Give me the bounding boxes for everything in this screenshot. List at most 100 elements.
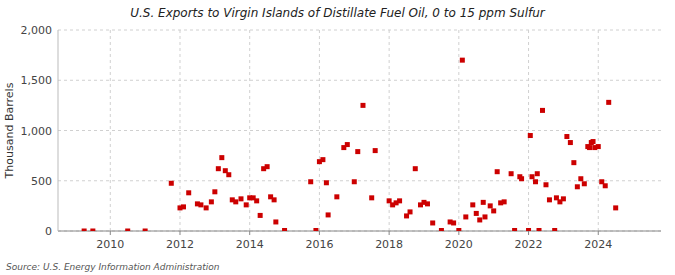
points bbox=[82, 58, 619, 231]
x-tick bbox=[179, 231, 180, 235]
chart: U.S. Exports to Virgin Islands of Distil… bbox=[0, 0, 675, 275]
x-grid-line bbox=[110, 30, 111, 231]
point bbox=[491, 208, 496, 213]
x-tick bbox=[458, 231, 459, 235]
point bbox=[526, 228, 531, 231]
point bbox=[226, 172, 231, 177]
y-axis-label: Thousand Barrels bbox=[3, 82, 16, 179]
point bbox=[352, 179, 357, 184]
y-axis-line bbox=[58, 30, 59, 231]
point bbox=[408, 209, 413, 214]
point bbox=[254, 198, 259, 203]
y-tick-label: 0 bbox=[45, 225, 52, 238]
x-tick-label: 2016 bbox=[305, 238, 333, 251]
point bbox=[456, 228, 461, 231]
point bbox=[474, 211, 479, 216]
x-grid-line bbox=[528, 30, 529, 231]
point bbox=[564, 134, 569, 139]
x-tick-label: 2018 bbox=[375, 238, 403, 251]
point bbox=[482, 214, 487, 219]
point bbox=[582, 181, 587, 186]
point bbox=[125, 229, 130, 232]
point bbox=[495, 169, 500, 174]
point bbox=[463, 214, 468, 219]
point bbox=[547, 197, 552, 202]
point bbox=[587, 145, 592, 150]
point bbox=[591, 139, 596, 144]
x-grid-line bbox=[598, 30, 599, 231]
x-tick bbox=[319, 231, 320, 235]
point bbox=[181, 204, 186, 209]
x-tick bbox=[598, 231, 599, 235]
grid bbox=[58, 30, 661, 231]
point bbox=[326, 212, 331, 217]
y-grid-line bbox=[58, 180, 661, 181]
x-grid-line bbox=[458, 30, 459, 231]
point bbox=[613, 205, 618, 210]
y-grid-line bbox=[58, 30, 661, 31]
x-tick-label: 2024 bbox=[584, 238, 612, 251]
point bbox=[369, 195, 374, 200]
x-grid-line bbox=[249, 30, 250, 231]
y-grid-line bbox=[58, 130, 661, 131]
point bbox=[561, 196, 566, 201]
point bbox=[571, 160, 576, 165]
point bbox=[397, 198, 402, 203]
y-tick-label: 2,000 bbox=[21, 24, 53, 37]
point bbox=[519, 176, 524, 181]
x-grid-line bbox=[319, 30, 320, 231]
point bbox=[481, 200, 486, 205]
x-tick bbox=[528, 231, 529, 235]
point bbox=[204, 205, 209, 210]
point bbox=[413, 166, 418, 171]
point bbox=[186, 190, 191, 195]
x-tick-label: 2020 bbox=[445, 238, 473, 251]
x-grid-line bbox=[179, 30, 180, 231]
x-tick bbox=[249, 231, 250, 235]
point bbox=[209, 199, 214, 204]
point bbox=[216, 166, 221, 171]
title: U.S. Exports to Virgin Islands of Distil… bbox=[130, 6, 546, 20]
point bbox=[430, 220, 435, 225]
x-tick-label: 2012 bbox=[166, 238, 194, 251]
point bbox=[512, 228, 517, 231]
y-tick-label: 1,500 bbox=[21, 74, 53, 87]
x-tick bbox=[110, 231, 111, 235]
point bbox=[509, 171, 514, 176]
point bbox=[477, 217, 482, 222]
point bbox=[272, 197, 277, 202]
point bbox=[143, 229, 148, 232]
point bbox=[244, 202, 249, 207]
point bbox=[273, 219, 278, 224]
point bbox=[578, 176, 583, 181]
axes: 05001,0001,5002,000201020122014201620182… bbox=[21, 24, 662, 251]
point bbox=[502, 199, 507, 204]
point bbox=[530, 174, 535, 179]
y-grid-line bbox=[58, 80, 661, 81]
point bbox=[535, 171, 540, 176]
point bbox=[82, 229, 87, 232]
point bbox=[355, 149, 360, 154]
point bbox=[540, 108, 545, 113]
point bbox=[238, 196, 243, 201]
point bbox=[320, 157, 325, 162]
point bbox=[282, 228, 287, 231]
point bbox=[373, 148, 378, 153]
point bbox=[360, 103, 365, 108]
point bbox=[198, 202, 203, 207]
x-tick-label: 2010 bbox=[96, 238, 124, 251]
point bbox=[90, 229, 95, 232]
point bbox=[212, 189, 217, 194]
point bbox=[528, 133, 533, 138]
point bbox=[543, 182, 548, 187]
point bbox=[533, 179, 538, 184]
y-grid-line bbox=[58, 231, 661, 232]
point bbox=[603, 183, 608, 188]
x-axis-line bbox=[58, 231, 661, 232]
y-tick-label: 1,000 bbox=[21, 125, 53, 138]
point bbox=[470, 202, 475, 207]
point bbox=[488, 203, 493, 208]
point bbox=[425, 201, 430, 206]
point bbox=[460, 58, 465, 63]
point bbox=[308, 179, 313, 184]
